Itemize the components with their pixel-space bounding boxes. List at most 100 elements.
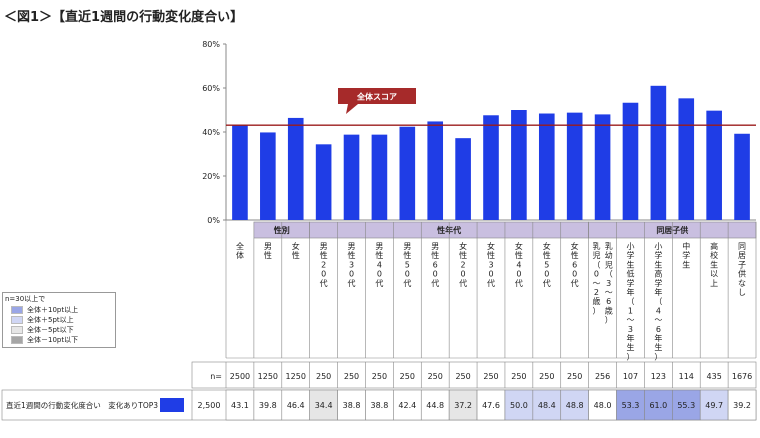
n-value: 250 [400, 372, 415, 381]
category-label-char: 0 [377, 270, 382, 279]
data-label: 55.3 [677, 401, 695, 410]
n-value: 256 [595, 372, 610, 381]
bar [343, 134, 360, 220]
category-label-char: 0 [321, 270, 326, 279]
reference-callout [338, 88, 416, 104]
n-value: 107 [623, 372, 638, 381]
bar [650, 85, 667, 220]
n-value: 1676 [732, 372, 752, 381]
bar [622, 102, 639, 220]
category-label-char: 性 [459, 250, 467, 260]
legend-label: 全体＋10pt以上 [27, 306, 79, 314]
data-cell [727, 389, 757, 421]
legend-item: 全体＋10pt以上 [5, 305, 113, 315]
data-label: 48.0 [594, 401, 612, 410]
category-label-char: 学 [682, 250, 690, 260]
data-cell [560, 389, 589, 421]
bar [371, 134, 388, 220]
category-label-char: 乳 [592, 241, 600, 251]
category-label-char: 女 [571, 241, 579, 251]
legend-swatch [11, 336, 23, 344]
category-label-char: 4 [377, 260, 382, 269]
data-label: 39.2 [733, 401, 751, 410]
legend-box [2, 292, 116, 348]
category-label-char: 代 [348, 278, 356, 288]
n-value: 250 [428, 372, 443, 381]
data-label: 50.0 [510, 401, 528, 410]
category-label-char: ） [654, 352, 662, 361]
category-label-char: 代 [431, 278, 439, 288]
category-label-char: 同 [738, 242, 746, 251]
n-value: 123 [651, 372, 666, 381]
category-label-char: 男 [375, 242, 383, 251]
data-label: 44.8 [426, 401, 444, 410]
data-label: 39.8 [259, 401, 277, 410]
category-label-char: 居 [738, 251, 746, 260]
category-label-char: 0 [594, 270, 599, 279]
category-label-char: 代 [487, 278, 495, 288]
bar [399, 126, 416, 220]
bar [566, 112, 583, 220]
data-label: 48.8 [566, 401, 584, 410]
legend-item: 全体－5pt以下 [5, 325, 113, 335]
category-label-char: 1 [628, 306, 633, 315]
category-label-char: ） [626, 352, 634, 361]
data-label: 37.2 [454, 401, 472, 410]
data-label: 48.4 [538, 401, 556, 410]
category-label-char: 学 [654, 250, 662, 260]
category-label-char: 6 [433, 260, 438, 269]
data-label: 47.6 [482, 401, 500, 410]
n-value: 250 [567, 372, 582, 381]
y-tick-label: 20% [202, 172, 220, 181]
data-label: 53.3 [622, 401, 640, 410]
legend-item: 全体－10pt以下 [5, 335, 113, 345]
category-label-char: 女 [292, 241, 300, 251]
category-label-char: 性 [292, 250, 300, 260]
category-label-char: 〜 [626, 316, 634, 325]
category-label-char: 学 [626, 250, 634, 260]
category-label-char: 学 [626, 278, 634, 288]
legend-swatch [11, 316, 23, 324]
category-label-char: 体 [236, 250, 244, 260]
category-label-char: 性 [431, 250, 439, 260]
category-label-char: 5 [544, 260, 549, 269]
category-label-char: 小 [626, 242, 634, 251]
series-name: 直近1週間の行動変化度合い 変化ありTOP3 [6, 400, 158, 410]
bar [511, 110, 527, 220]
data-label: 49.7 [705, 401, 723, 410]
n-value: 250 [455, 372, 470, 381]
category-label-char: 男 [320, 242, 328, 251]
category-label-char: 児 [592, 251, 600, 260]
category-label-char: 子 [738, 260, 746, 269]
bar [427, 121, 444, 220]
legend-item: 全体＋5pt以上 [5, 315, 113, 325]
category-label-char: 男 [431, 242, 439, 251]
category-label-char: 性 [348, 250, 356, 260]
legend: n=30以上で 全体＋10pt以上 全体＋5pt以上 全体－5pt以下 全体－1… [5, 294, 113, 345]
category-label-char: 性 [320, 250, 328, 260]
n-row [191, 361, 757, 389]
y-tick-label: 80% [202, 40, 220, 49]
bar [538, 113, 555, 220]
category-label-char: ） [605, 316, 613, 325]
category-label-char: 女 [515, 241, 523, 251]
category-label-char: 性 [375, 250, 383, 260]
category-label-char: 代 [403, 278, 411, 288]
category-label-char: 男 [264, 242, 272, 251]
category-label-char: 小 [654, 242, 662, 251]
category-label-char: 生 [654, 342, 662, 352]
category-label-char: 3 [628, 325, 633, 334]
series-n-total: 2,500 [198, 401, 221, 410]
category-label-char: 生 [710, 259, 718, 269]
category-label-char: 代 [571, 278, 579, 288]
bar [287, 117, 304, 220]
bar [706, 110, 722, 220]
category-label-char: 6 [572, 260, 577, 269]
category-label-char: 6 [606, 297, 611, 306]
category-label-char: 代 [375, 278, 383, 288]
category-label-char: 〜 [605, 288, 613, 297]
category-label-char: 学 [654, 278, 662, 288]
n-value: 250 [316, 372, 331, 381]
n-value: 250 [483, 372, 498, 381]
